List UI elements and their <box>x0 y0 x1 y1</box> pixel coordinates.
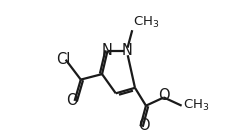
Text: N: N <box>102 43 113 58</box>
Text: CH$_3$: CH$_3$ <box>133 14 159 30</box>
Text: Cl: Cl <box>56 52 70 67</box>
Text: O: O <box>158 88 170 103</box>
Text: N: N <box>121 43 132 58</box>
Text: CH$_3$: CH$_3$ <box>183 98 209 113</box>
Text: O: O <box>66 93 77 108</box>
Text: O: O <box>138 118 150 133</box>
